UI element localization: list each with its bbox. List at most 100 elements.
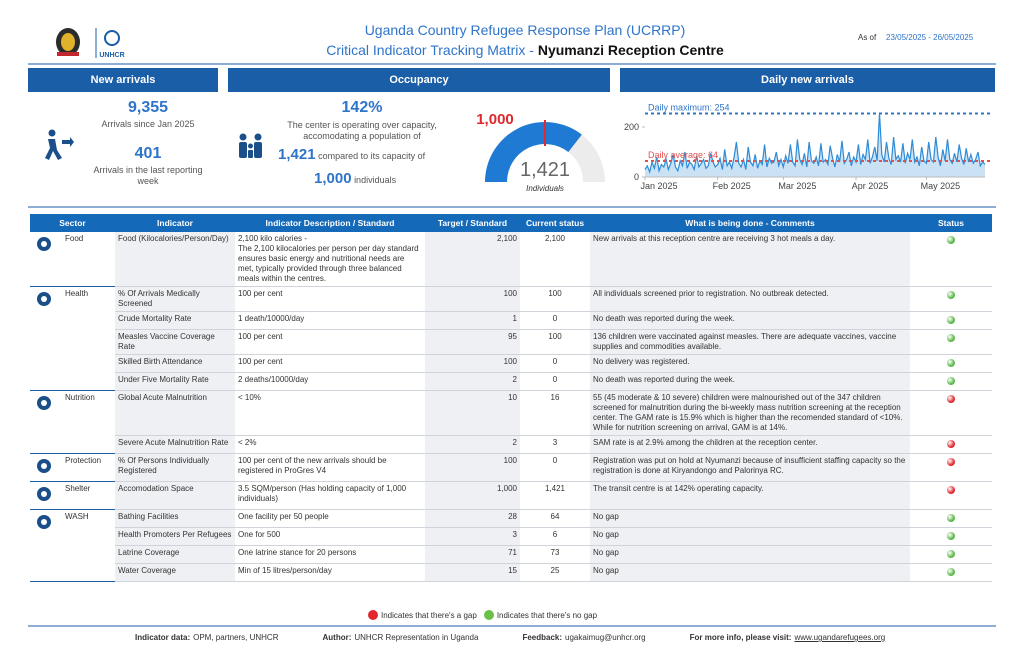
- status-cell: [910, 509, 992, 528]
- target: 95: [425, 329, 520, 355]
- indicator: Under Five Mortality Rate: [115, 372, 235, 391]
- x-tick-label: Apr 2025: [852, 181, 889, 191]
- sector-icon-cell: [30, 509, 62, 582]
- current: 100: [520, 329, 590, 355]
- status-cell: [910, 354, 992, 373]
- current: 1,421: [520, 481, 590, 510]
- status-cell: [910, 311, 992, 330]
- footer-item: For more info, please visit: www.ugandare…: [690, 633, 886, 642]
- description: One facility per 50 people: [235, 509, 425, 528]
- target: 10: [425, 390, 520, 436]
- comment: Registration was put on hold at Nyumanzi…: [590, 453, 910, 482]
- sector: Health: [62, 286, 115, 391]
- footer-value: UNHCR Representation in Uganda: [354, 633, 479, 642]
- comment: SAM rate is at 2.9% among the children a…: [590, 435, 910, 454]
- status-cell: [910, 563, 992, 582]
- status-dot: [947, 316, 955, 324]
- gauge-value: [485, 121, 582, 182]
- panel-heading: New arrivals: [28, 68, 218, 92]
- indicator: Global Acute Malnutrition: [115, 390, 235, 436]
- status-cell: [910, 286, 992, 312]
- comment: No death was reported during the week.: [590, 311, 910, 330]
- panel-heading: Daily new arrivals: [620, 68, 995, 92]
- comment: No gap: [590, 563, 910, 582]
- table-row: Water Coverage Min of 15 litres/person/da…: [30, 563, 992, 582]
- comment: New arrivals at this reception centre ar…: [590, 232, 910, 287]
- table-row: Measles Vaccine Coverage Rate 100 per cen…: [30, 329, 992, 355]
- current: 6: [520, 527, 590, 546]
- indicator: Measles Vaccine Coverage Rate: [115, 329, 235, 355]
- legend-label: Indicates that there's a gap: [381, 610, 477, 620]
- arrivals-icon: [45, 129, 74, 160]
- comment: No death was reported during the week.: [590, 372, 910, 391]
- status-dot: [947, 236, 955, 244]
- indicator: Severe Acute Malnutrition Rate: [115, 435, 235, 454]
- status-dot: [947, 359, 955, 367]
- table-row: Shelter Accomodation Space 3.5 SQM/person …: [30, 481, 992, 510]
- status-dot: [947, 334, 955, 342]
- sector: Protection: [62, 453, 115, 482]
- footer-value: OPM, partners, UNHCR: [193, 633, 279, 642]
- status-cell: [910, 481, 992, 510]
- indicator: Water Coverage: [115, 563, 235, 582]
- description: 1 death/10000/day: [235, 311, 425, 330]
- current: 16: [520, 390, 590, 436]
- description: < 2%: [235, 435, 425, 454]
- charts: 0 200 Jan 2025 Feb 2025 Mar 2025 Apr 2025 May …: [476, 103, 990, 193]
- description: One latrine stance for 20 persons: [235, 545, 425, 564]
- description: 3.5 SQM/person (Has holding capacity of …: [235, 481, 425, 510]
- current: 2,100: [520, 232, 590, 287]
- indicator: Skilled Birth Attendance: [115, 354, 235, 373]
- current: 0: [520, 453, 590, 482]
- status-dot: [947, 568, 955, 576]
- status-dot: [947, 395, 955, 403]
- individuals-text: individuals: [354, 175, 397, 185]
- status-cell: [910, 329, 992, 355]
- description: 100 per cent of the new arrivals should …: [235, 453, 425, 482]
- target: 71: [425, 545, 520, 564]
- gauge-target-label: 1,000: [476, 111, 514, 128]
- status-cell: [910, 435, 992, 454]
- status-cell: [910, 453, 992, 482]
- sector-icon: [37, 292, 51, 306]
- footer-item: Author: UNHCR Representation in Uganda: [322, 633, 478, 642]
- table-row: Health% Of Arrivals Medically Screened 10…: [30, 286, 992, 391]
- column-header: Target / Standard: [425, 214, 520, 232]
- target: 1,000: [425, 481, 520, 510]
- indicator: Accomodation Space: [115, 481, 235, 510]
- y-tick-label: 0: [634, 172, 639, 182]
- current: 73: [520, 545, 590, 564]
- occupancy-percent: 142%: [341, 99, 383, 116]
- status-dot: [947, 377, 955, 385]
- table-row: Severe Acute Malnutrition Rate < 2% 2 3 SAM …: [30, 435, 992, 454]
- sector-icon: [37, 487, 51, 501]
- indicator: % Of Arrivals Medically Screened: [115, 286, 235, 312]
- target: 100: [425, 354, 520, 373]
- sector: Food: [62, 232, 115, 287]
- comment: 136 children were vaccinated against mea…: [590, 329, 910, 355]
- description: 100 per cent: [235, 329, 425, 355]
- indicator: Health Promoters Per Refugees: [115, 527, 235, 546]
- description: 100 per cent: [235, 354, 425, 373]
- sector-icon: [37, 237, 51, 251]
- comment: All individuals screened prior to regist…: [590, 286, 910, 312]
- gauge-unit: Individuals: [526, 184, 564, 193]
- comment: 55 (45 moderate & 10 severe) children we…: [590, 390, 910, 436]
- subtitle-site: Nyumanzi Reception Centre: [537, 42, 724, 58]
- footer: Indicator data: OPM, partners, UNHCR Autho…: [135, 633, 995, 642]
- current: 0: [520, 311, 590, 330]
- sector: Nutrition: [62, 390, 115, 454]
- column-header: Status: [910, 214, 992, 232]
- target: 3: [425, 527, 520, 546]
- table-row: Under Five Mortality Rate 2 deaths/10000/…: [30, 372, 992, 391]
- sector: WASH: [62, 509, 115, 582]
- status-cell: [910, 545, 992, 564]
- gauge-value-label: 1,421: [520, 159, 570, 181]
- occupancy-capacity-line: 1,000 individuals: [314, 170, 454, 187]
- indicator: Crude Mortality Rate: [115, 311, 235, 330]
- column-header: Sector: [30, 214, 115, 232]
- footer-value: www.ugandarefugees.org: [794, 633, 886, 642]
- x-tick-label: Feb 2025: [713, 181, 751, 191]
- sector: Shelter: [62, 481, 115, 510]
- sector-icon-cell: [30, 286, 62, 391]
